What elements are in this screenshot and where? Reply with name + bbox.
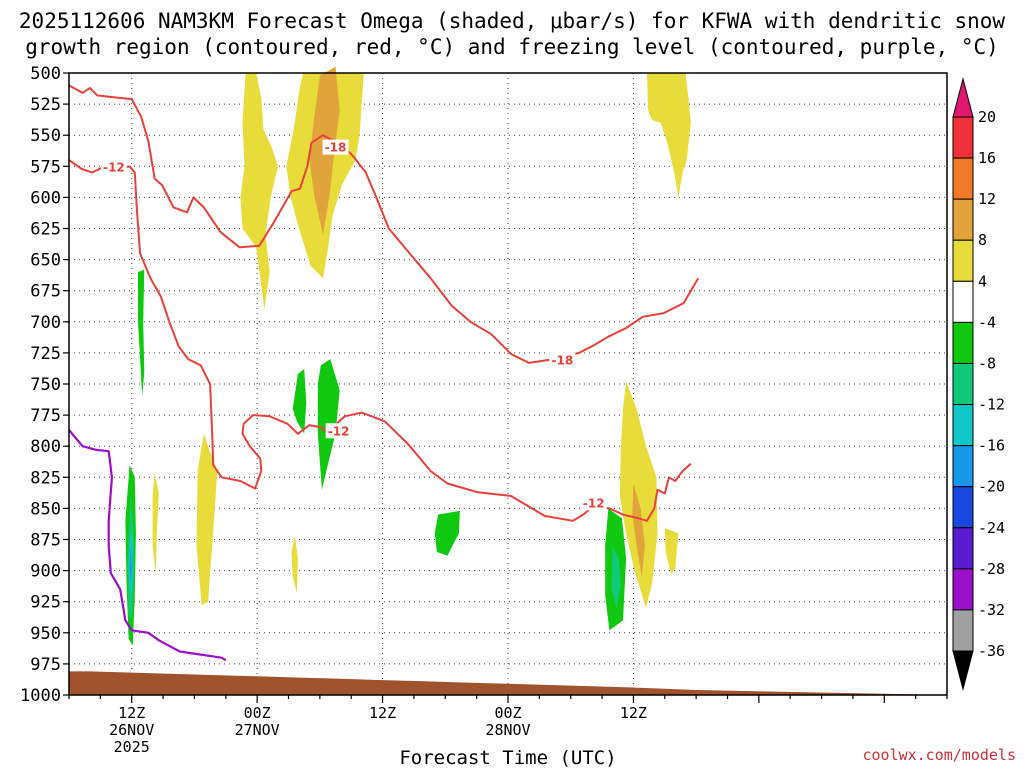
y-tick-label: 925 [30, 593, 61, 613]
x-tick-label: 28NOV [485, 721, 530, 739]
y-tick-label: 550 [30, 126, 61, 146]
contour-label: -12 [103, 161, 125, 175]
freezing-level-contour [68, 429, 227, 662]
colorbar-bin [952, 280, 974, 323]
omega-descent-region [129, 545, 132, 583]
colorbar-bin [952, 362, 974, 406]
colorbar: 20 16 12 8 4 -4 -8 -12 -16 -20 -24 -28 -32 -36 [952, 77, 1005, 691]
chart-title-line1: 2025112606 NAM3KM Forecast Omega (shaded… [19, 9, 1006, 33]
y-tick-label: 600 [30, 188, 61, 208]
y-tick-label: 750 [30, 375, 61, 395]
colorbar-bin [952, 198, 974, 241]
contour-label: -12 [583, 496, 605, 510]
colorbar-bin [952, 568, 974, 611]
y-tick-label: 500 [30, 64, 61, 84]
y-tick-label: 625 [30, 220, 61, 240]
contour-label: -18 [552, 353, 574, 367]
y-tick-label: 725 [30, 344, 61, 364]
y-tick-label: 650 [30, 251, 61, 271]
chart-title-line2: growth region (contoured, red, °C) and f… [25, 35, 999, 59]
contour-label-background [325, 423, 352, 439]
colorbar-label: -36 [978, 642, 1005, 660]
y-tick-label: 575 [30, 157, 61, 177]
y-tick-label: 825 [30, 468, 61, 488]
colorbar-label: 20 [978, 108, 996, 126]
y-tick-label: 675 [30, 282, 61, 302]
x-tick-label: 00Z [494, 704, 521, 722]
omega-ascent-region [240, 73, 278, 310]
dgz-contour-line [68, 159, 692, 522]
omega-ascent-region [664, 528, 679, 575]
colorbar-label: 8 [978, 231, 987, 249]
colorbar-bin [952, 239, 974, 282]
omega-ascent-region [152, 473, 159, 574]
contour-label-background [549, 352, 576, 368]
colorbar-bin [952, 609, 974, 652]
colorbar-bin [952, 157, 974, 200]
colorbar-label: -28 [978, 560, 1005, 578]
colorbar-bottom-arrow [952, 650, 974, 691]
credit-text: coolwx.com/models [862, 746, 1016, 764]
colorbar-label: -32 [978, 601, 1005, 619]
colorbar-bin [952, 116, 974, 159]
x-tick-label: 26NOV [109, 721, 154, 739]
x-tick-label: 00Z [244, 704, 271, 722]
colorbar-bin [952, 445, 974, 488]
omega-ascent-region [647, 73, 691, 198]
plot-area: -18 -12 -12 -18 -12 [68, 66, 948, 696]
contour-label: -12 [328, 424, 350, 438]
colorbar-label: -20 [978, 478, 1005, 496]
colorbar-bin [952, 486, 974, 529]
contour-label-background [100, 159, 127, 175]
colorbar-label: -8 [978, 354, 996, 372]
terrain-surface [69, 671, 947, 695]
contour-labels: -18 -12 -12 -18 -12 [100, 139, 607, 511]
y-tick-label: 975 [30, 655, 61, 675]
terrain-fill [69, 671, 947, 695]
contour-label: -18 [325, 141, 347, 155]
x-tick-label: 12Z [118, 704, 145, 722]
omega-ascent-region [619, 381, 658, 608]
y-tick-label: 775 [30, 406, 61, 426]
colorbar-label: -16 [978, 437, 1005, 455]
omega-descent-region [611, 545, 621, 608]
colorbar-label: 16 [978, 149, 996, 167]
y-tick-label: 875 [30, 531, 61, 551]
y-tick-label: 1000 [20, 686, 61, 706]
y-tick-label: 850 [30, 499, 61, 519]
omega-ascent-region [291, 535, 298, 593]
omega-ascent-region [196, 433, 218, 606]
colorbar-bin [952, 527, 974, 570]
colorbar-bin [952, 404, 974, 447]
colorbar-label: 4 [978, 272, 987, 290]
omega-descent-region [292, 369, 307, 434]
colorbar-label: 12 [978, 190, 996, 208]
contour-label-background [322, 139, 349, 155]
y-tick-label: 525 [30, 95, 61, 115]
grid-lines [69, 73, 947, 695]
omega-shading [125, 66, 691, 646]
y-tick-label: 700 [30, 313, 61, 333]
colorbar-bin [952, 321, 974, 364]
y-axis: 500 525 550 575 600 625 650 675 700 725 750 775 800 8… [20, 64, 69, 706]
contour-label-background [580, 495, 607, 511]
colorbar-label: -12 [978, 396, 1005, 414]
x-tick-label: 12Z [620, 704, 647, 722]
x-tick-label: 2025 [114, 738, 150, 756]
colorbar-label: -4 [978, 313, 996, 331]
y-tick-label: 900 [30, 562, 61, 582]
x-axis-title: Forecast Time (UTC) [399, 747, 616, 768]
y-tick-label: 950 [30, 624, 61, 644]
omega-ascent-region [632, 483, 645, 577]
omega-descent-region [138, 269, 145, 397]
colorbar-label: -24 [978, 519, 1005, 537]
x-tick-label: 27NOV [235, 721, 280, 739]
omega-descent-region [434, 510, 460, 556]
temperature-contours [68, 84, 700, 662]
x-tick-label: 12Z [369, 704, 396, 722]
y-tick-label: 800 [30, 437, 61, 457]
dgz-contour-line [68, 84, 700, 364]
